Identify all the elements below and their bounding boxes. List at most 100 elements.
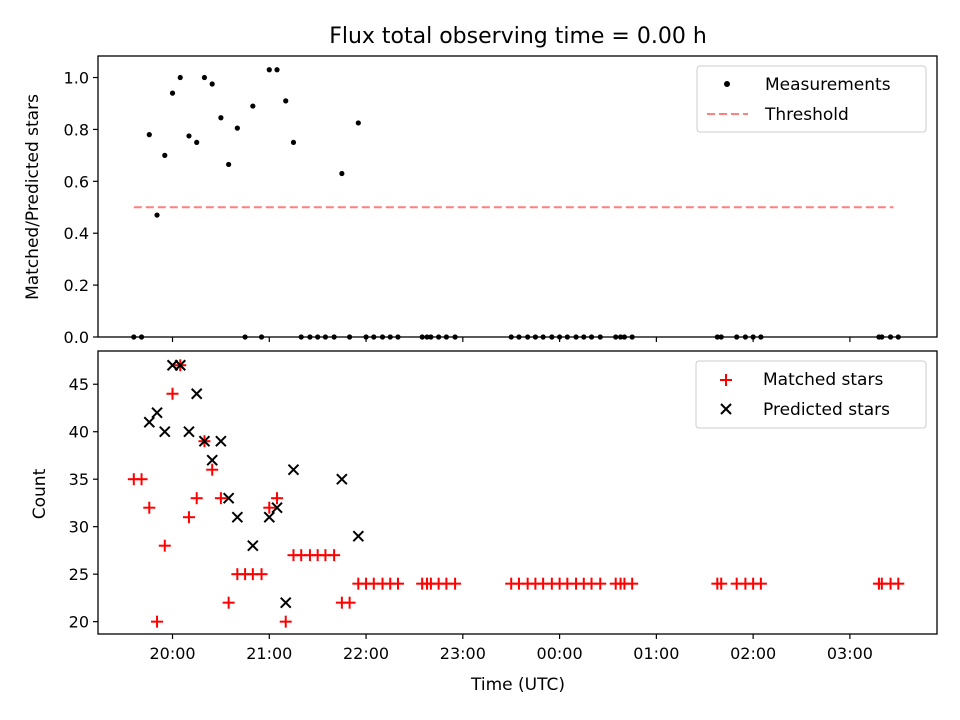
bottom-legend: Matched stars Predicted stars xyxy=(695,360,927,429)
bottom-y-ticks: 20 25 30 35 40 45 xyxy=(69,375,98,632)
matched-star-point xyxy=(343,596,356,609)
measurement-point xyxy=(355,120,361,126)
predicted-star-point xyxy=(190,388,203,400)
matched-star-point xyxy=(279,615,292,628)
predicted-star-point xyxy=(143,416,155,428)
measurement-point xyxy=(290,139,297,146)
matched-star-point xyxy=(754,577,767,590)
y-tick-label: 0.2 xyxy=(64,276,89,295)
top-x-ticks xyxy=(171,337,851,342)
legend-predicted-marker xyxy=(720,403,732,415)
bottom-x-ticks: 20:00 21:00 22:00 23:00 00:00 01:00 02:00 03:00 xyxy=(149,634,873,663)
measurement-point xyxy=(339,170,345,177)
x-tick-label: 03:00 xyxy=(827,644,873,663)
matched-stars-points xyxy=(127,359,905,628)
top-y-label: Matched/Predicted stars xyxy=(23,94,43,300)
measurement-point xyxy=(283,98,289,104)
y-tick-label: 25 xyxy=(69,565,89,584)
y-tick-label: 0.0 xyxy=(64,328,89,347)
matched-star-point xyxy=(135,473,148,486)
y-tick-label: 0.4 xyxy=(64,224,89,243)
y-tick-label: 20 xyxy=(69,613,89,632)
predicted-star-point xyxy=(231,511,244,523)
top-y-ticks: 0.0 0.2 0.4 0.6 0.8 1.0 xyxy=(64,69,98,347)
x-tick-label: 20:00 xyxy=(149,644,195,663)
legend-matched-label: Matched stars xyxy=(763,370,883,390)
bottom-legend-box xyxy=(695,360,927,429)
matched-star-point xyxy=(715,577,728,590)
measurement-point xyxy=(169,90,176,96)
measurement-point xyxy=(218,115,224,121)
x-tick-label: 00:00 xyxy=(537,644,583,663)
x-tick-label: 01:00 xyxy=(633,644,679,663)
y-tick-label: 30 xyxy=(69,518,89,537)
matched-star-point xyxy=(190,492,203,505)
measurement-point xyxy=(250,103,256,109)
bottom-x-label: Time (UTC) xyxy=(470,675,565,695)
measurement-point xyxy=(194,139,200,146)
chart-title: Flux total observing time = 0.00 h xyxy=(329,24,707,49)
y-tick-label: 0.8 xyxy=(64,120,89,139)
measurement-point xyxy=(234,125,240,131)
matched-star-point xyxy=(328,549,341,562)
matched-star-point xyxy=(594,577,607,590)
predicted-star-point xyxy=(198,435,211,447)
matched-star-point xyxy=(892,577,905,590)
measurement-point xyxy=(226,161,232,168)
matched-star-point xyxy=(206,463,219,476)
legend-measurement-marker xyxy=(724,81,730,87)
measurement-point xyxy=(209,81,215,87)
matched-star-point xyxy=(143,501,156,514)
top-legend-box xyxy=(696,65,927,133)
y-tick-label: 35 xyxy=(69,470,89,489)
y-tick-label: 40 xyxy=(69,423,89,442)
matched-star-point xyxy=(214,492,227,505)
legend-predicted-label: Predicted stars xyxy=(763,400,890,420)
matched-star-point xyxy=(158,539,171,552)
y-tick-label: 1.0 xyxy=(64,69,89,88)
x-tick-label: 23:00 xyxy=(440,644,486,663)
measurement-point xyxy=(266,67,272,73)
predicted-star-point xyxy=(183,426,195,438)
measurement-point xyxy=(186,133,192,139)
matched-star-point xyxy=(255,568,268,581)
predicted-star-point xyxy=(247,539,259,552)
bottom-y-label: Count xyxy=(30,468,50,519)
predicted-star-point xyxy=(174,359,186,371)
legend-threshold-label: Threshold xyxy=(764,105,849,125)
matched-star-point xyxy=(449,577,462,590)
x-tick-label: 21:00 xyxy=(246,644,292,663)
top-legend: Measurements Threshold xyxy=(696,65,927,133)
matched-star-point xyxy=(391,577,404,590)
measurement-point xyxy=(146,132,152,138)
measurement-point xyxy=(274,67,280,73)
predicted-star-point xyxy=(271,501,283,514)
matched-star-point xyxy=(263,501,276,514)
legend-measurements-label: Measurements xyxy=(765,75,891,95)
matched-star-point xyxy=(166,387,179,400)
top-axes-frame xyxy=(97,55,938,338)
predicted-star-point xyxy=(206,454,218,466)
measurement-point xyxy=(154,212,160,218)
predicted-star-point xyxy=(263,511,275,523)
predicted-star-point xyxy=(215,435,227,447)
predicted-star-point xyxy=(159,426,171,438)
measurement-point xyxy=(201,74,208,81)
matched-star-point xyxy=(271,492,284,505)
predicted-star-point xyxy=(222,492,235,504)
predicted-star-point xyxy=(287,464,300,476)
x-tick-label: 02:00 xyxy=(730,644,776,663)
predicted-star-point xyxy=(352,530,365,542)
measurement-point xyxy=(162,152,168,158)
predicted-star-point xyxy=(336,473,348,485)
matched-star-point xyxy=(222,596,235,609)
matched-star-point xyxy=(182,511,195,524)
x-tick-label: 22:00 xyxy=(343,644,389,663)
measurement-point xyxy=(177,74,183,81)
y-tick-label: 45 xyxy=(69,375,89,394)
bottom-panel: 20 25 30 35 40 45 20:00 21:00 22:00 23:00 00:00 01… xyxy=(30,350,938,695)
legend-matched-marker xyxy=(720,374,732,386)
predicted-stars-points xyxy=(143,359,365,609)
bottom-axes-frame xyxy=(97,350,938,635)
